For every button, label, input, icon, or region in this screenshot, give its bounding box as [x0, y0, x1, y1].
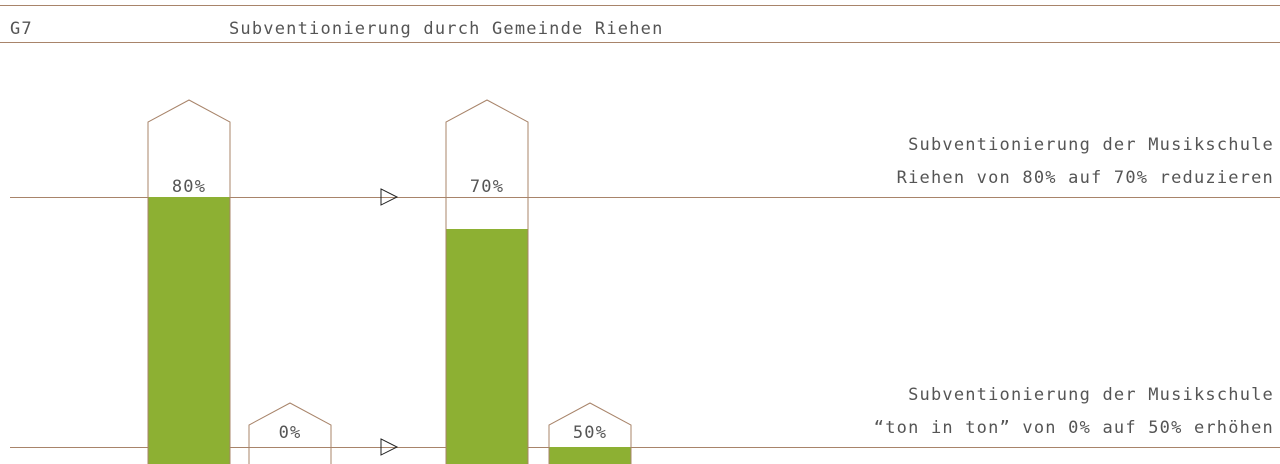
value-label: 80%	[172, 177, 206, 197]
arrow	[380, 438, 399, 456]
arrow	[380, 188, 399, 206]
house-outline	[147, 99, 231, 464]
value-label: 70%	[470, 177, 504, 197]
house-outline	[248, 402, 332, 464]
caption: “ton in ton” von 0% auf 50% erhöhen	[874, 418, 1274, 438]
value-label: 0%	[279, 423, 302, 443]
bar-fill	[549, 447, 631, 464]
bar-fill	[148, 197, 230, 464]
house-outline	[445, 99, 529, 464]
value-label: 50%	[573, 423, 607, 443]
caption: Subventionierung der Musikschule	[908, 385, 1274, 405]
caption: Subventionierung der Musikschule	[908, 135, 1274, 155]
figure-code: G7	[10, 19, 33, 39]
bar-fill	[446, 229, 528, 464]
caption: Riehen von 80% auf 70% reduzieren	[897, 168, 1274, 188]
figure-title: Subventionierung durch Gemeinde Riehen	[229, 19, 664, 39]
house-outline	[548, 402, 632, 464]
